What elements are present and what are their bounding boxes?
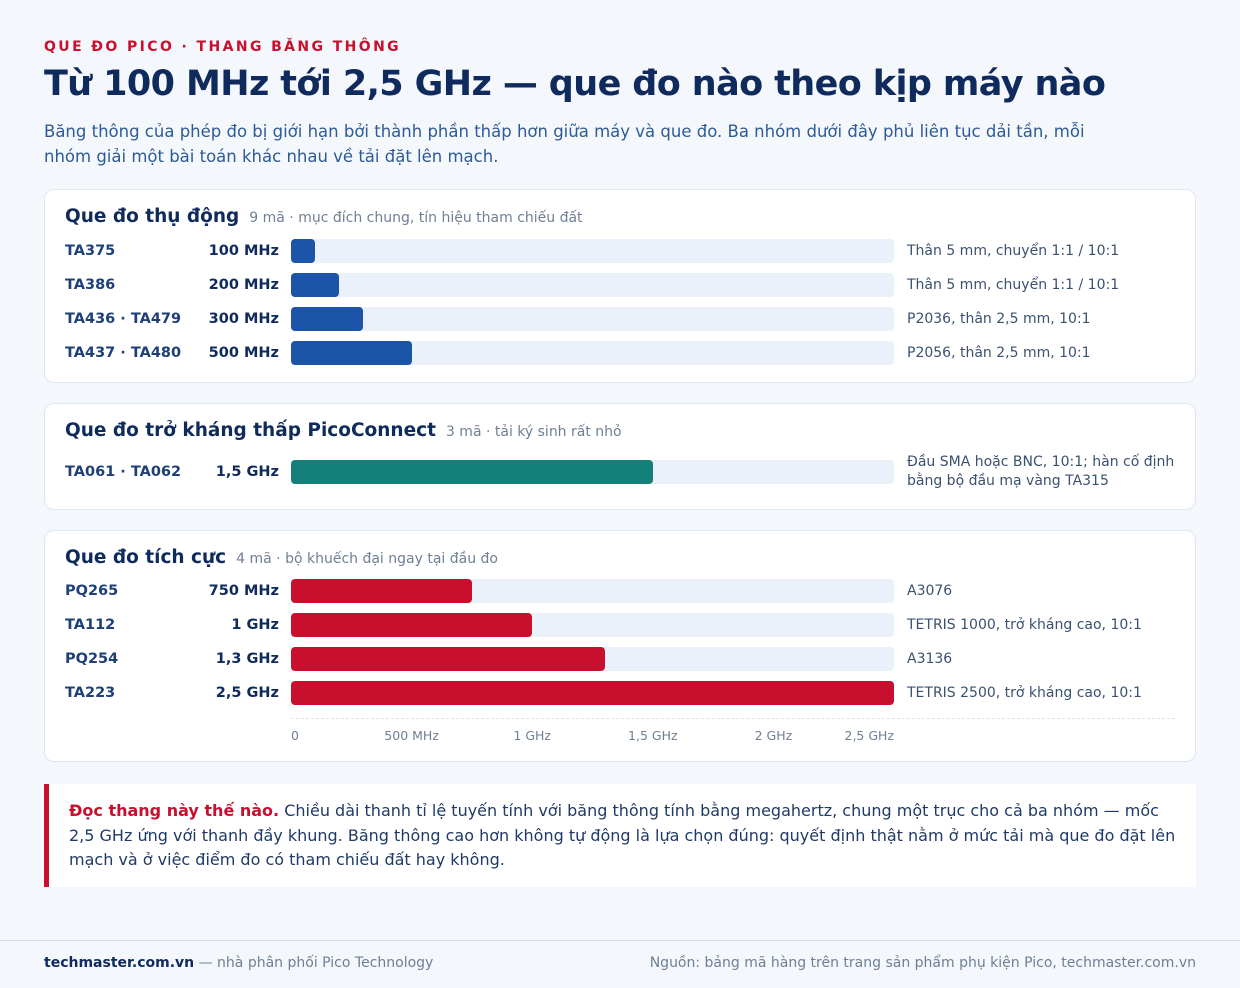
bar-track bbox=[291, 307, 894, 331]
bar-ta061-ta062 bbox=[291, 460, 653, 484]
bandwidth-label: 750 MHz bbox=[208, 583, 279, 599]
card-header: Que đo trở kháng thấp PicoConnect 3 mã · … bbox=[65, 420, 622, 441]
bar-ta375 bbox=[291, 239, 315, 263]
probe-row: TA386 200 MHz Thân 5 mm, chuyển 1:1 / 10:1 bbox=[45, 273, 1197, 297]
probe-note: Thân 5 mm, chuyển 1:1 / 10:1 bbox=[907, 277, 1120, 293]
probe-note: A3136 bbox=[907, 651, 953, 667]
probe-code: TA386 bbox=[65, 277, 116, 293]
bar-ta436-ta479 bbox=[291, 307, 363, 331]
bar-ta112 bbox=[291, 613, 532, 637]
footer-tagline: — nhà phân phối Pico Technology bbox=[194, 955, 434, 971]
bandwidth-label: 300 MHz bbox=[208, 311, 279, 327]
probe-code: TA437 · TA480 bbox=[65, 345, 182, 361]
kicker: QUE ĐO PICO · THANG BĂNG THÔNG bbox=[44, 39, 402, 55]
probe-note: TETRIS 1000, trở kháng cao, 10:1 bbox=[907, 617, 1142, 633]
callout-text: Đọc thang này thế nào. Chiều dài thanh t… bbox=[69, 799, 1184, 873]
lede: Băng thông của phép đo bị giới hạn bởi t… bbox=[44, 122, 1085, 166]
probe-row: TA223 2,5 GHz TETRIS 2500, trở kháng cao, … bbox=[45, 681, 1197, 705]
bar-track bbox=[291, 341, 894, 365]
probe-code: PQ254 bbox=[65, 651, 119, 667]
page-title: Từ 100 MHz tới 2,5 GHz — que đo nào theo… bbox=[44, 64, 1106, 104]
bar-ta386 bbox=[291, 273, 339, 297]
probe-row: TA436 · TA479 300 MHz P2036, thân 2,5 mm, … bbox=[45, 307, 1197, 331]
x-tick-label: 1,5 GHz bbox=[628, 728, 678, 743]
x-tick-label: 1 GHz bbox=[513, 728, 551, 743]
probe-note: Đầu SMA hoặc BNC, 10:1; hàn cố định bằng… bbox=[907, 454, 1175, 489]
bandwidth-label: 1,5 GHz bbox=[215, 464, 279, 480]
probe-note: TETRIS 2500, trở kháng cao, 10:1 bbox=[907, 685, 1142, 701]
probe-code: PQ265 bbox=[65, 583, 119, 599]
axis-line bbox=[291, 718, 1175, 719]
probe-note: A3076 bbox=[907, 583, 953, 599]
bandwidth-label: 200 MHz bbox=[208, 277, 279, 293]
card-subtitle: 3 mã · tải ký sinh rất nhỏ bbox=[445, 424, 622, 440]
footer-divider bbox=[0, 940, 1240, 941]
callout-lead: Đọc thang này thế nào. bbox=[69, 801, 280, 820]
footer-source: Nguồn: bảng mã hàng trên trang sản phẩm … bbox=[649, 955, 1196, 971]
reading-guide-callout: Đọc thang này thế nào. Chiều dài thanh t… bbox=[44, 784, 1196, 887]
footer-brand: techmaster.com.vn bbox=[44, 955, 195, 971]
probe-note: P2036, thân 2,5 mm, 10:1 bbox=[907, 311, 1091, 327]
card-subtitle: 4 mã · bộ khuếch đại ngay tại đầu đo bbox=[236, 551, 498, 567]
bar-track bbox=[291, 613, 894, 637]
bar-track bbox=[291, 681, 894, 705]
bandwidth-label: 500 MHz bbox=[208, 345, 279, 361]
probe-code: TA436 · TA479 bbox=[65, 311, 182, 327]
bar-pq254 bbox=[291, 647, 605, 671]
x-tick-label: 2 GHz bbox=[754, 728, 793, 743]
card-title: Que đo tích cực bbox=[65, 547, 227, 568]
bar-track bbox=[291, 579, 894, 603]
probe-code: TA375 bbox=[65, 243, 116, 259]
probe-note: Thân 5 mm, chuyển 1:1 / 10:1 bbox=[907, 243, 1120, 259]
probe-code: TA112 bbox=[65, 617, 116, 633]
probe-code: TA223 bbox=[65, 685, 116, 701]
card-header: Que đo thụ động 9 mã · mục đích chung, tí… bbox=[65, 206, 583, 227]
probe-row: TA061 · TA062 1,5 GHz Đầu SMA hoặc BNC, 10… bbox=[45, 454, 1197, 489]
bandwidth-label: 100 MHz bbox=[208, 243, 279, 259]
card-picoconnect-probes: Que đo trở kháng thấp PicoConnect 3 mã · … bbox=[44, 403, 1196, 510]
x-tick-label: 500 MHz bbox=[384, 728, 439, 743]
bar-ta437-ta480 bbox=[291, 341, 412, 365]
bar-track bbox=[291, 647, 894, 671]
card-header: Que đo tích cực 4 mã · bộ khuếch đại ngay… bbox=[65, 547, 498, 568]
bar-track bbox=[291, 460, 894, 484]
probe-code: TA061 · TA062 bbox=[65, 464, 182, 480]
probe-row: PQ254 1,3 GHz A3136 bbox=[45, 647, 1197, 671]
card-active-probes: Que đo tích cực 4 mã · bộ khuếch đại ngay… bbox=[44, 530, 1196, 762]
probe-row: TA375 100 MHz Thân 5 mm, chuyển 1:1 / 10:1 bbox=[45, 239, 1197, 263]
card-title: Que đo trở kháng thấp PicoConnect bbox=[65, 420, 436, 441]
bar-track bbox=[291, 239, 894, 263]
probe-row: TA437 · TA480 500 MHz P2056, thân 2,5 mm, … bbox=[45, 341, 1197, 365]
card-passive-probes: Que đo thụ động 9 mã · mục đích chung, tí… bbox=[44, 189, 1196, 383]
bandwidth-label: 1,3 GHz bbox=[215, 651, 279, 667]
bar-pq265 bbox=[291, 579, 472, 603]
probe-row: TA112 1 GHz TETRIS 1000, trở kháng cao, 10… bbox=[45, 613, 1197, 637]
bar-ta223 bbox=[291, 681, 894, 705]
bandwidth-label: 2,5 GHz bbox=[215, 685, 279, 701]
callout-body: Chiều dài thanh tỉ lệ tuyến tính với băn… bbox=[69, 801, 1176, 869]
card-subtitle: 9 mã · mục đích chung, tín hiệu tham chi… bbox=[249, 210, 583, 226]
card-title: Que đo thụ động bbox=[65, 206, 240, 227]
footer-credit: techmaster.com.vn — nhà phân phối Pico T… bbox=[44, 955, 433, 971]
x-tick-label: 2,5 GHz bbox=[844, 728, 895, 743]
probe-row: PQ265 750 MHz A3076 bbox=[45, 579, 1197, 603]
bandwidth-label: 1 GHz bbox=[231, 617, 279, 633]
probe-note: P2056, thân 2,5 mm, 10:1 bbox=[907, 345, 1091, 361]
x-tick-label: 0 bbox=[291, 728, 299, 743]
bar-track bbox=[291, 273, 894, 297]
